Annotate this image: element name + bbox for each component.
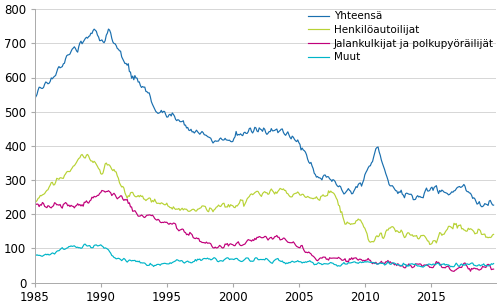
Muut bbox=[82, 242, 88, 246]
Jalankulkijat ja polkupyöräilijät bbox=[216, 245, 222, 249]
Jalankulkijat ja polkupyöräilijät bbox=[490, 267, 496, 271]
Henkilöautoilijat bbox=[84, 152, 90, 156]
Legend: Yhteensä, Henkilöautoilijat, Jalankulkijat ja polkupyöräilijät, Muut: Yhteensä, Henkilöautoilijat, Jalankulkij… bbox=[308, 11, 494, 62]
Henkilöautoilijat bbox=[113, 170, 119, 174]
Henkilöautoilijat bbox=[233, 204, 239, 208]
Jalankulkijat ja polkupyöräilijät bbox=[99, 188, 105, 192]
Muut bbox=[216, 260, 222, 264]
Yhteensä bbox=[96, 35, 102, 39]
Yhteensä bbox=[233, 130, 239, 133]
Line: Yhteensä: Yhteensä bbox=[35, 29, 494, 207]
Henkilöautoilijat bbox=[490, 233, 496, 236]
Line: Henkilöautoilijat: Henkilöautoilijat bbox=[35, 154, 494, 245]
Muut bbox=[420, 265, 426, 269]
Yhteensä bbox=[216, 139, 222, 143]
Line: Muut: Muut bbox=[35, 244, 494, 267]
Jalankulkijat ja polkupyöräilijät bbox=[96, 193, 102, 197]
Line: Jalankulkijat ja polkupyöräilijät: Jalankulkijat ja polkupyöräilijät bbox=[35, 190, 494, 271]
Yhteensä bbox=[113, 44, 119, 47]
Muut bbox=[32, 253, 38, 257]
Muut bbox=[189, 261, 195, 265]
Jalankulkijat ja polkupyöräilijät bbox=[189, 233, 195, 237]
Muut bbox=[96, 244, 102, 247]
Henkilöautoilijat bbox=[216, 203, 222, 207]
Henkilöautoilijat bbox=[96, 168, 102, 172]
Henkilöautoilijat bbox=[427, 243, 433, 246]
Henkilöautoilijat bbox=[32, 201, 38, 205]
Muut bbox=[233, 257, 239, 260]
Henkilöautoilijat bbox=[202, 205, 208, 208]
Jalankulkijat ja polkupyöräilijät bbox=[32, 202, 38, 206]
Muut bbox=[113, 257, 119, 261]
Yhteensä bbox=[189, 130, 195, 134]
Yhteensä bbox=[490, 203, 496, 207]
Yhteensä bbox=[106, 27, 112, 31]
Jalankulkijat ja polkupyöräilijät bbox=[113, 195, 119, 199]
Jalankulkijat ja polkupyöräilijät bbox=[451, 270, 457, 273]
Yhteensä bbox=[478, 205, 484, 209]
Yhteensä bbox=[32, 97, 38, 100]
Jalankulkijat ja polkupyöräilijät bbox=[233, 242, 239, 245]
Yhteensä bbox=[202, 133, 208, 137]
Muut bbox=[490, 262, 496, 265]
Muut bbox=[202, 257, 208, 260]
Henkilöautoilijat bbox=[189, 208, 195, 211]
Jalankulkijat ja polkupyöräilijät bbox=[202, 241, 208, 245]
